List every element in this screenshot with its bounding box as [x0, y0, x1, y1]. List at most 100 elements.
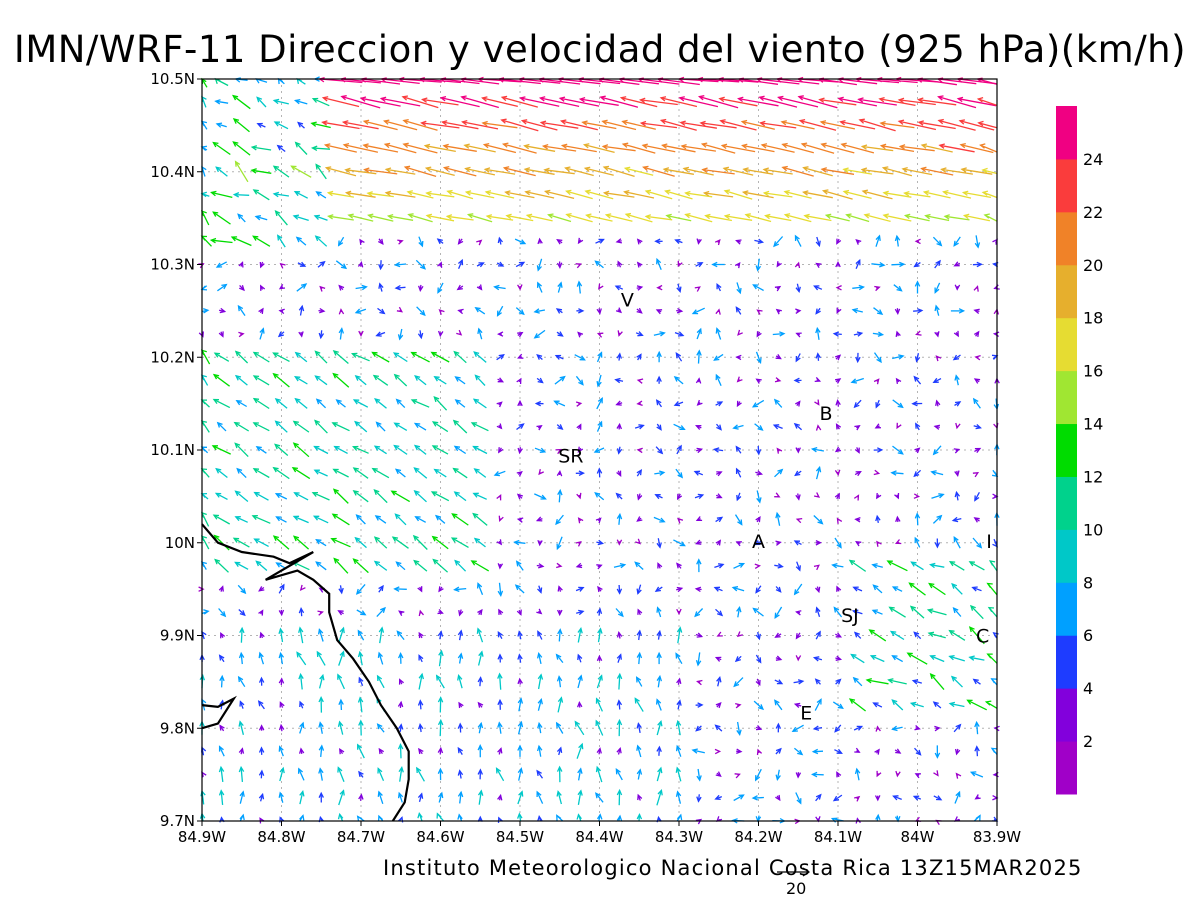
wind-arrow-shaft — [603, 166, 635, 178]
wind-arrow-head — [498, 608, 504, 615]
wind-arrow — [636, 238, 643, 245]
wind-arrow-shaft — [666, 214, 692, 222]
wind-arrow-head — [695, 660, 702, 667]
wind-arrow — [616, 584, 623, 595]
wind-arrow-shaft — [969, 561, 985, 571]
wind-arrow-head — [797, 679, 805, 685]
wind-arrow — [842, 167, 873, 175]
wind-arrow — [948, 654, 965, 662]
wind-arrow — [485, 214, 514, 221]
wind-arrow — [992, 238, 998, 245]
wind-arrow — [378, 626, 385, 644]
wind-arrow-head — [397, 723, 404, 730]
wind-arrow-shaft — [425, 145, 456, 153]
wind-arrow — [533, 308, 546, 314]
colorbar-label: 4 — [1083, 679, 1093, 698]
wind-arrow-head — [556, 765, 563, 772]
wind-arrow-shaft — [774, 606, 783, 619]
wind-arrow — [930, 470, 944, 476]
wind-arrow — [634, 561, 644, 570]
wind-arrow-shaft — [866, 679, 889, 685]
wind-arrow — [470, 422, 489, 432]
wind-arrow-head — [836, 542, 842, 549]
wind-arrow — [318, 696, 324, 713]
wind-arrow — [453, 586, 467, 593]
wind-arrow — [393, 586, 407, 592]
wind-arrow — [676, 493, 683, 501]
wind-arrow-shaft — [536, 791, 544, 804]
wind-arrow — [760, 143, 795, 153]
wind-arrow-head — [478, 650, 484, 657]
wind-arrow-head — [974, 242, 981, 249]
wind-arrow-head — [458, 701, 464, 709]
wind-arrow — [715, 539, 722, 546]
wind-arrow-shaft — [873, 584, 883, 594]
wind-arrow — [954, 401, 962, 407]
wind-arrow-head — [437, 718, 444, 726]
wind-arrow-head — [635, 676, 642, 683]
wind-arrow-shaft — [596, 698, 603, 712]
colorbar-label: 12 — [1083, 467, 1103, 486]
wind-arrow-head — [896, 285, 903, 292]
wind-arrow — [576, 423, 582, 430]
wind-arrow-head — [493, 471, 500, 477]
wind-arrow — [425, 190, 455, 198]
wind-arrow-head — [378, 747, 385, 755]
wind-arrow-head — [317, 628, 324, 635]
wind-arrow-head — [835, 678, 842, 685]
wind-arrow-shaft — [295, 142, 308, 155]
wind-arrow-shaft — [378, 652, 384, 665]
wind-arrow-head — [332, 372, 339, 379]
wind-arrow-head — [656, 284, 663, 291]
wind-arrow-head — [937, 95, 944, 101]
colorbar-label: 2 — [1083, 732, 1093, 751]
wind-arrow — [853, 725, 864, 731]
wind-arrow-head — [834, 492, 840, 500]
wind-arrow-head — [419, 263, 426, 270]
wind-arrow-head — [636, 744, 642, 751]
wind-arrow-shaft — [253, 375, 270, 386]
wind-arrow — [373, 445, 387, 455]
wind-arrow — [991, 354, 999, 360]
wind-arrow-shaft — [896, 236, 899, 247]
wind-arrow-shaft — [234, 442, 249, 458]
wind-arrow-head — [975, 814, 981, 821]
wind-arrow — [913, 631, 922, 640]
wind-arrow-shaft — [388, 215, 414, 221]
wind-arrow — [677, 517, 684, 524]
wind-arrow-shaft — [931, 471, 944, 476]
wind-arrow — [734, 773, 741, 779]
wind-arrow — [314, 235, 328, 247]
wind-arrow-shaft — [913, 376, 922, 385]
wind-arrow-head — [713, 586, 721, 592]
wind-arrow — [234, 374, 248, 386]
wind-arrow-shaft — [841, 143, 875, 154]
wind-arrow-head — [357, 696, 364, 703]
wind-arrow-head — [623, 189, 630, 196]
wind-arrow-shaft — [764, 192, 793, 198]
wind-arrow-head — [358, 330, 364, 337]
wind-arrow — [457, 790, 464, 804]
wind-arrow-head — [461, 119, 468, 126]
wind-arrow — [835, 285, 842, 291]
wind-arrow-head — [417, 332, 424, 340]
wind-arrow-shaft — [426, 167, 455, 177]
wind-arrow-head — [363, 167, 370, 173]
wind-arrow-head — [636, 812, 643, 820]
wind-arrow-shaft — [900, 145, 935, 152]
wind-arrow — [477, 650, 484, 666]
wind-arrow — [675, 352, 683, 362]
wind-arrow-head — [696, 238, 702, 245]
wind-arrow-shaft — [355, 286, 367, 290]
wind-arrow-shaft — [422, 98, 459, 106]
wind-arrow — [906, 652, 928, 665]
wind-arrow — [696, 327, 702, 340]
wind-arrow-shaft — [432, 445, 449, 455]
wind-arrow-head — [775, 354, 782, 360]
wind-arrow — [954, 748, 961, 756]
wind-arrow-head — [736, 376, 743, 383]
wind-arrow — [754, 563, 762, 569]
wind-arrow-head — [812, 656, 820, 662]
wind-arrow — [932, 445, 942, 456]
wind-arrow-shaft — [840, 121, 876, 130]
